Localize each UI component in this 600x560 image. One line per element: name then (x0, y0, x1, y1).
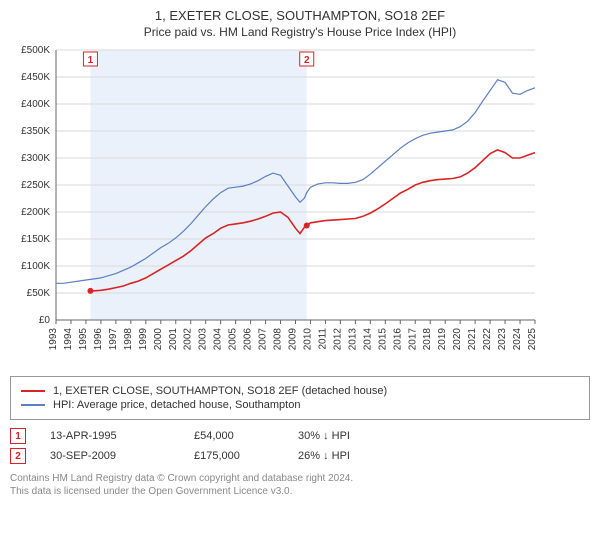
x-tick-label: 2003 (198, 328, 209, 351)
x-tick-label: 2016 (392, 328, 403, 351)
annotation-delta: 26% ↓ HPI (298, 450, 350, 462)
annotation-date: 13-APR-1995 (50, 430, 170, 442)
x-tick-label: 1993 (48, 328, 59, 351)
sale-annotations: 1 13-APR-1995 £54,000 30% ↓ HPI 2 30-SEP-2009… (10, 428, 590, 464)
y-tick-label: £250K (21, 180, 50, 191)
footer: Contains HM Land Registry data © Crown c… (10, 472, 590, 498)
y-tick-label: £350K (21, 126, 50, 137)
x-tick-label: 2010 (302, 328, 313, 351)
x-tick-label: 2021 (467, 328, 478, 351)
annotation-row: 2 30-SEP-2009 £175,000 26% ↓ HPI (10, 448, 590, 464)
sale-point-2 (304, 223, 310, 229)
x-tick-label: 2002 (183, 328, 194, 351)
annotation-marker: 2 (10, 448, 26, 464)
y-tick-label: £0 (39, 315, 51, 326)
legend-label: 1, EXETER CLOSE, SOUTHAMPTON, SO18 2EF (… (53, 385, 387, 397)
y-tick-label: £100K (21, 261, 50, 272)
footer-line-2: This data is licensed under the Open Gov… (10, 485, 590, 498)
y-tick-label: £200K (21, 207, 50, 218)
legend: 1, EXETER CLOSE, SOUTHAMPTON, SO18 2EF (… (10, 376, 590, 420)
x-tick-label: 2007 (258, 328, 269, 351)
chart-plot: £0 £50K £100K £150K £200K £250K £300K £350K £400… (10, 45, 590, 368)
y-tick-label: £500K (21, 45, 50, 56)
x-tick-label: 2004 (213, 328, 224, 351)
x-tick-label: 2009 (288, 328, 299, 351)
x-tick-label: 2005 (228, 328, 239, 351)
x-tick-label: 1997 (108, 328, 119, 351)
x-tick-label: 2024 (512, 328, 523, 351)
chart-subtitle: Price paid vs. HM Land Registry's House … (10, 25, 590, 39)
sale-marker-num-2: 2 (304, 55, 310, 66)
footer-line-1: Contains HM Land Registry data © Crown c… (10, 472, 590, 485)
chart-title: 1, EXETER CLOSE, SOUTHAMPTON, SO18 2EF (10, 8, 590, 23)
annotation-row: 1 13-APR-1995 £54,000 30% ↓ HPI (10, 428, 590, 444)
x-tick-label: 2012 (332, 328, 343, 351)
annotation-date: 30-SEP-2009 (50, 450, 170, 462)
sale-marker-num-1: 1 (88, 55, 94, 66)
y-tick-label: £400K (21, 99, 50, 110)
x-tick-label: 2025 (527, 328, 538, 351)
x-tick-label: 2019 (437, 328, 448, 351)
annotation-marker: 1 (10, 428, 26, 444)
x-tick-label: 2017 (407, 328, 418, 351)
x-tick-label: 1994 (63, 328, 74, 351)
annotation-delta: 30% ↓ HPI (298, 430, 350, 442)
annotation-price: £54,000 (194, 430, 274, 442)
legend-swatch (21, 390, 45, 392)
x-tick-label: 2008 (273, 328, 284, 351)
y-tick-label: £50K (27, 288, 51, 299)
x-tick-label: 2015 (377, 328, 388, 351)
x-tick-label: 1999 (138, 328, 149, 351)
x-tick-label: 2022 (482, 328, 493, 351)
legend-item: 1, EXETER CLOSE, SOUTHAMPTON, SO18 2EF (… (21, 385, 579, 397)
x-tick-label: 2020 (452, 328, 463, 351)
legend-label: HPI: Average price, detached house, Sout… (53, 399, 300, 411)
y-tick-label: £300K (21, 153, 50, 164)
y-tick-label: £150K (21, 234, 50, 245)
legend-swatch (21, 404, 45, 406)
y-tick-label: £450K (21, 72, 50, 83)
x-tick-label: 2011 (317, 328, 328, 350)
x-tick-label: 2014 (362, 328, 373, 351)
annotation-price: £175,000 (194, 450, 274, 462)
x-tick-label: 1996 (93, 328, 104, 351)
x-tick-label: 2006 (243, 328, 254, 351)
sale-point-1 (87, 288, 93, 294)
legend-item: HPI: Average price, detached house, Sout… (21, 399, 579, 411)
x-tick-label: 2001 (168, 328, 179, 351)
x-tick-label: 2000 (153, 328, 164, 351)
x-tick-label: 2023 (497, 328, 508, 351)
chart-svg: £0 £50K £100K £150K £200K £250K £300K £350K £400… (10, 45, 540, 365)
chart-container: 1, EXETER CLOSE, SOUTHAMPTON, SO18 2EF P… (0, 0, 600, 508)
x-tick-label: 1998 (123, 328, 134, 351)
x-tick-label: 2018 (422, 328, 433, 351)
x-tick-label: 1995 (78, 328, 89, 351)
x-tick-label: 2013 (347, 328, 358, 351)
